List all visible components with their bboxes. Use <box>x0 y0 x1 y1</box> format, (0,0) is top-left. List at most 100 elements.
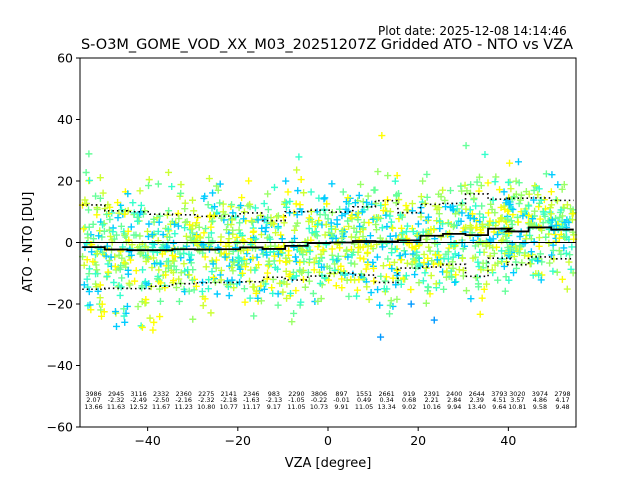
scatter-point <box>293 166 301 174</box>
bin-mean-label: -0.22 <box>311 396 328 404</box>
scatter-point <box>315 260 323 268</box>
scatter-point <box>364 261 372 269</box>
scatter-point <box>159 231 167 239</box>
scatter-point <box>529 215 537 223</box>
scatter-point <box>449 258 457 266</box>
scatter-point <box>282 258 290 266</box>
scatter-point <box>500 262 508 270</box>
scatter-point <box>83 256 91 264</box>
scatter-point <box>170 239 178 247</box>
scatter-point <box>535 203 543 211</box>
bin-std-label: 10.16 <box>423 403 441 411</box>
scatter-point <box>89 235 97 243</box>
scatter-point <box>459 254 467 262</box>
scatter-point <box>202 263 210 271</box>
scatter-point <box>177 254 185 262</box>
scatter-point <box>185 287 193 295</box>
scatter-point <box>477 238 485 246</box>
scatter-point <box>567 205 575 213</box>
scatter-point <box>504 207 512 215</box>
scatter-point <box>435 279 443 287</box>
scatter-point <box>551 231 559 239</box>
scatter-point <box>181 205 189 213</box>
bin-std-label: 9.94 <box>447 403 461 411</box>
scatter-point <box>274 290 282 298</box>
scatter-point <box>292 287 300 295</box>
scatter-point <box>521 207 529 215</box>
bin-std-label: 9.91 <box>334 403 348 411</box>
scatter-point <box>217 276 225 284</box>
scatter-point <box>214 186 222 194</box>
scatter-point <box>180 260 188 268</box>
scatter-point <box>481 150 489 158</box>
scatter-point <box>483 280 491 288</box>
scatter-point <box>81 196 89 204</box>
scatter-point <box>424 260 432 268</box>
scatter-point <box>96 194 104 202</box>
scatter-point <box>562 249 570 257</box>
bin-std-label: 11.17 <box>242 403 260 411</box>
scatter-point <box>280 219 288 227</box>
scatter-point <box>323 262 331 270</box>
scatter-bin-0 <box>78 150 108 320</box>
scatter-point <box>382 273 390 281</box>
scatter-point <box>365 295 373 303</box>
scatter-point <box>274 224 282 232</box>
scatter-point <box>189 266 197 274</box>
bin-mean-label: -2.13 <box>266 396 283 404</box>
scatter-point <box>305 277 313 285</box>
scatter-point <box>249 283 257 291</box>
scatter-point <box>127 223 135 231</box>
scatter-point <box>305 217 313 225</box>
scatter-point <box>553 197 561 205</box>
scatter-point <box>209 260 217 268</box>
scatter-point <box>374 214 382 222</box>
scatter-point <box>95 232 103 240</box>
scatter-point <box>539 208 547 216</box>
y-tick-label: 0 <box>65 235 73 250</box>
scatter-point <box>85 150 93 158</box>
scatter-point <box>397 224 405 232</box>
scatter-point <box>85 206 93 214</box>
scatter-point <box>423 170 431 178</box>
scatter-point <box>156 297 164 305</box>
scatter-point <box>412 242 420 250</box>
scatter-point <box>125 279 133 287</box>
scatter-point <box>262 224 270 232</box>
scatter-point <box>283 280 291 288</box>
scatter-point <box>170 220 178 228</box>
scatter-point <box>309 290 317 298</box>
scatter-point <box>246 277 254 285</box>
scatter-point <box>545 239 553 247</box>
scatter-point <box>149 326 157 334</box>
scatter-point <box>245 177 253 185</box>
scatter-layer <box>78 132 578 341</box>
scatter-point <box>338 228 346 236</box>
scatter-point <box>192 282 200 290</box>
bin-std-label: 9.58 <box>533 403 547 411</box>
scatter-point <box>278 235 286 243</box>
scatter-point <box>457 217 465 225</box>
scatter-point <box>223 277 231 285</box>
scatter-point <box>478 220 486 228</box>
scatter-point <box>177 269 185 277</box>
bin-std-label: 9.48 <box>555 403 569 411</box>
scatter-point <box>512 264 520 272</box>
scatter-point <box>419 177 427 185</box>
scatter-point <box>292 257 300 265</box>
scatter-point <box>467 295 475 303</box>
scatter-point <box>118 274 126 282</box>
scatter-point <box>240 208 248 216</box>
scatter-point <box>204 201 212 209</box>
scatter-point <box>300 189 308 197</box>
scatter-point <box>236 229 244 237</box>
scatter-point <box>241 263 249 271</box>
scatter-point <box>451 210 459 218</box>
scatter-point <box>276 257 284 265</box>
scatter-point <box>462 142 470 150</box>
scatter-point <box>525 190 533 198</box>
scatter-bin-9 <box>282 153 311 326</box>
scatter-point <box>225 235 233 243</box>
scatter-point <box>345 292 353 300</box>
scatter-point <box>286 257 294 265</box>
